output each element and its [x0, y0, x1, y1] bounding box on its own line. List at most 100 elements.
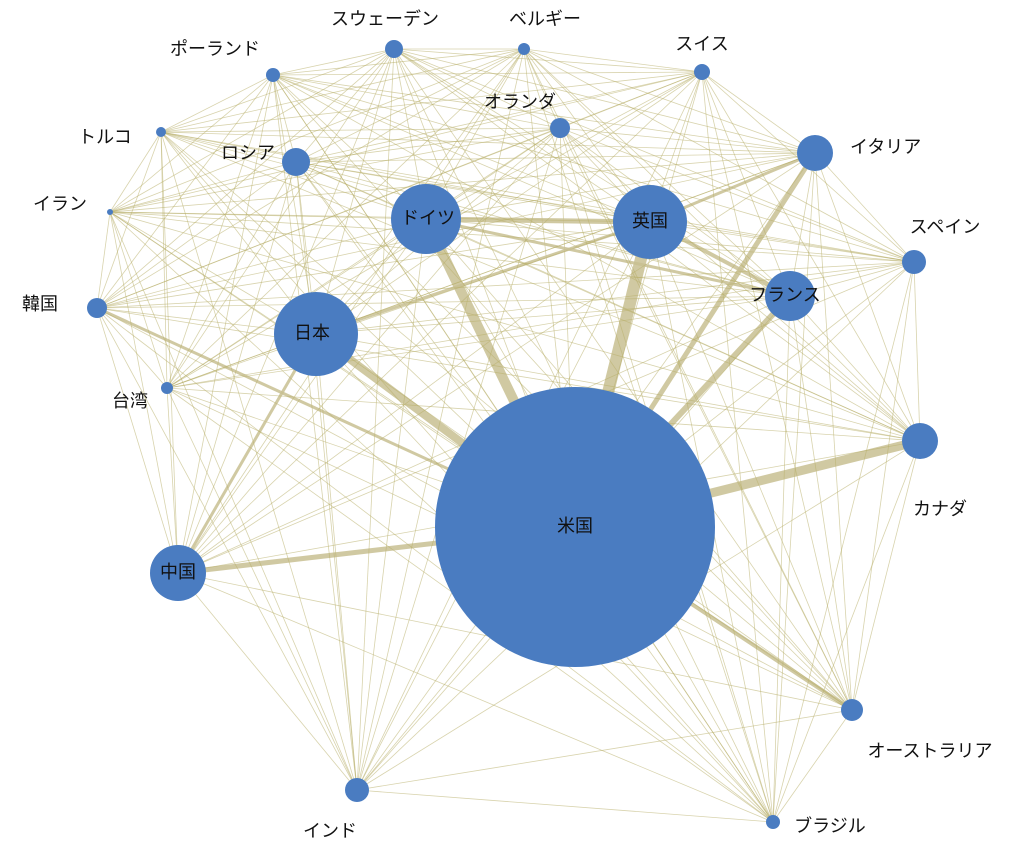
- edge: [166, 387, 358, 791]
- edge: [315, 333, 358, 791]
- edge: [272, 71, 703, 76]
- node: [902, 250, 926, 274]
- edge: [96, 48, 525, 309]
- edge: [701, 71, 921, 442]
- edge: [177, 74, 274, 574]
- edge: [295, 48, 395, 163]
- node: [613, 185, 687, 259]
- edge: [177, 127, 561, 574]
- edge: [425, 217, 791, 298]
- edge: [559, 127, 853, 711]
- node: [274, 292, 358, 376]
- edge: [272, 74, 561, 129]
- node-label: 台湾: [112, 391, 148, 412]
- edge: [166, 127, 561, 389]
- node: [766, 815, 780, 829]
- edge: [109, 211, 915, 263]
- node-label: 日本: [294, 323, 330, 344]
- edge: [272, 74, 816, 154]
- edge: [272, 48, 525, 76]
- edge: [96, 261, 915, 309]
- edge: [393, 48, 791, 297]
- node: [156, 127, 166, 137]
- edge: [272, 74, 358, 791]
- node-label: カナダ: [913, 499, 967, 520]
- edge: [166, 48, 525, 389]
- edge: [160, 71, 703, 133]
- edge: [177, 572, 774, 823]
- edge: [177, 572, 358, 791]
- edge: [701, 71, 774, 823]
- edge: [160, 48, 525, 133]
- edge: [109, 161, 297, 213]
- edge: [96, 307, 921, 442]
- edge: [176, 333, 318, 574]
- edge: [523, 48, 703, 73]
- edge: [160, 48, 395, 133]
- edge: [393, 48, 816, 154]
- node-label: オーストラリア: [867, 741, 992, 762]
- node-label: インド: [303, 821, 357, 842]
- edge: [272, 74, 791, 297]
- edge: [772, 440, 921, 823]
- node: [550, 118, 570, 138]
- edge: [814, 152, 915, 263]
- edge: [177, 71, 703, 574]
- edge: [272, 74, 427, 220]
- node: [694, 64, 710, 80]
- node-label: 韓国: [22, 294, 58, 315]
- edge: [109, 211, 791, 297]
- edge: [166, 74, 274, 389]
- edge: [160, 131, 358, 791]
- edge: [177, 161, 297, 574]
- node: [841, 699, 863, 721]
- node: [518, 43, 530, 55]
- edge: [96, 74, 274, 309]
- edge: [851, 261, 915, 711]
- node: [87, 298, 107, 318]
- edge: [772, 152, 816, 823]
- edge: [160, 74, 274, 133]
- node-label: スペイン: [910, 217, 981, 238]
- edge: [649, 221, 915, 263]
- edge: [649, 221, 853, 711]
- edge: [160, 131, 816, 154]
- edge: [177, 221, 651, 574]
- edge: [701, 71, 816, 154]
- edge: [96, 307, 168, 389]
- edge: [523, 48, 921, 442]
- edge: [109, 211, 168, 389]
- node-label: スイス: [675, 34, 728, 55]
- edge: [160, 131, 179, 574]
- edge: [772, 295, 791, 823]
- node: [797, 135, 833, 171]
- edge: [356, 218, 427, 791]
- edge: [701, 71, 791, 297]
- edge: [295, 161, 651, 223]
- edge: [356, 48, 395, 791]
- edge: [96, 307, 358, 791]
- node: [282, 148, 310, 176]
- edge: [160, 131, 168, 389]
- edge: [559, 127, 915, 263]
- node-label: オランダ: [484, 92, 556, 113]
- node: [107, 209, 113, 215]
- node-label: ブラジル: [794, 815, 866, 837]
- edge: [772, 261, 915, 823]
- edge: [160, 131, 297, 163]
- node-label: 英国: [632, 211, 668, 232]
- edge: [356, 789, 774, 823]
- edge: [166, 161, 297, 389]
- node-label: 米国: [557, 516, 593, 537]
- edge: [96, 211, 111, 309]
- edge: [315, 71, 703, 335]
- edge: [272, 48, 395, 76]
- node-label: スウェーデン: [331, 9, 439, 30]
- edge: [523, 48, 791, 297]
- edge: [295, 127, 561, 163]
- edge: [96, 71, 703, 309]
- edge: [109, 48, 525, 213]
- edge: [160, 131, 791, 297]
- edge: [160, 131, 921, 442]
